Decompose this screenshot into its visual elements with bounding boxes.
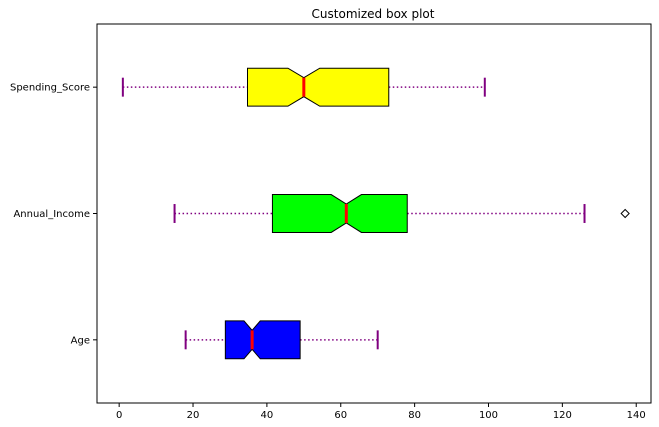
x-axis: 0 20 40 60 80 100 120 140 bbox=[116, 403, 646, 421]
x-tick-label: 100 bbox=[479, 410, 498, 421]
x-tick-label: 140 bbox=[627, 410, 646, 421]
box-group-annual-income bbox=[173, 194, 630, 233]
x-tick-label: 60 bbox=[334, 410, 347, 421]
box-body bbox=[247, 67, 390, 107]
box-body bbox=[271, 194, 408, 233]
x-tick-label: 120 bbox=[553, 410, 572, 421]
x-tick-label: 40 bbox=[261, 410, 274, 421]
plot-area bbox=[121, 67, 630, 360]
y-axis: Age Annual_Income Spending_Score bbox=[10, 83, 97, 346]
box-group-age bbox=[184, 320, 379, 360]
chart-title: Customized box plot bbox=[312, 7, 435, 21]
box-group-spending-score bbox=[121, 67, 486, 107]
y-tick-label: Spending_Score bbox=[10, 83, 90, 94]
y-tick-label: Age bbox=[71, 335, 90, 346]
x-tick-label: 80 bbox=[408, 410, 421, 421]
x-tick-label: 20 bbox=[187, 410, 200, 421]
box-body bbox=[224, 320, 301, 360]
outlier-point bbox=[620, 208, 630, 219]
x-tick-label: 0 bbox=[116, 410, 122, 421]
y-tick-label: Annual_Income bbox=[13, 209, 90, 220]
